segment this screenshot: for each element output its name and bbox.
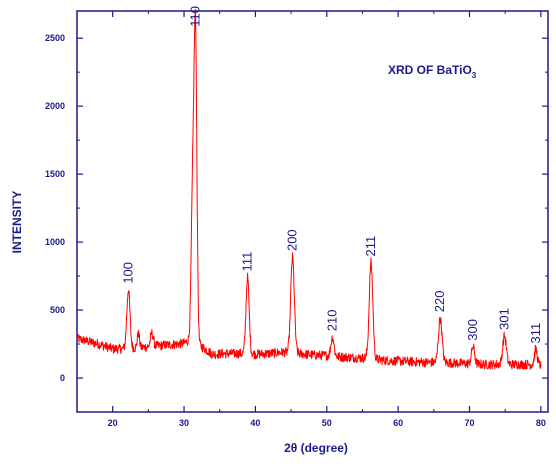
peak-label-210: 210	[324, 310, 339, 332]
plot-frame	[76, 10, 549, 413]
x-tick-label: 40	[250, 418, 260, 428]
x-axis-title: 2θ (degree)	[284, 441, 348, 455]
y-tick-label: 500	[50, 305, 65, 315]
axis-ticks: 20 30 40 50 60 70 80 0 500 1000 1500 2000 2500	[45, 11, 548, 428]
x-tick-label: 30	[179, 418, 189, 428]
y-tick-label: 1500	[45, 169, 65, 179]
peak-label-200: 200	[285, 229, 300, 251]
chart-title-main: XRD OF BaTiO	[388, 63, 472, 77]
x-tick-label: 80	[536, 418, 546, 428]
y-tick-label: 1000	[45, 237, 65, 247]
peak-label-110: 110	[187, 6, 202, 27]
peak-label-220: 220	[432, 291, 447, 313]
peak-label-211: 211	[363, 236, 378, 257]
y-tick-label: 2500	[45, 33, 65, 43]
y-tick-label: 0	[60, 373, 65, 383]
x-tick-label: 50	[322, 418, 332, 428]
plot-area-border	[76, 10, 549, 413]
peak-label-301: 301	[496, 308, 511, 330]
chart-title: XRD OF BaTiO3	[388, 63, 477, 80]
y-axis-title: INTENSITY	[10, 191, 24, 254]
peak-label-311: 311	[528, 323, 543, 344]
peak-label-300: 300	[465, 319, 480, 341]
y-tick-label: 2000	[45, 101, 65, 111]
peak-label-100: 100	[120, 262, 135, 284]
x-tick-label: 70	[464, 418, 474, 428]
chart-title-subscript: 3	[472, 71, 477, 80]
peak-labels: 100 110 111 200 210 211 220 300 301 311	[120, 6, 542, 343]
x-tick-label: 20	[108, 418, 118, 428]
intensity-series	[76, 9, 542, 370]
intensity-line	[76, 9, 542, 370]
x-tick-label: 60	[393, 418, 403, 428]
peak-label-111: 111	[240, 252, 255, 272]
